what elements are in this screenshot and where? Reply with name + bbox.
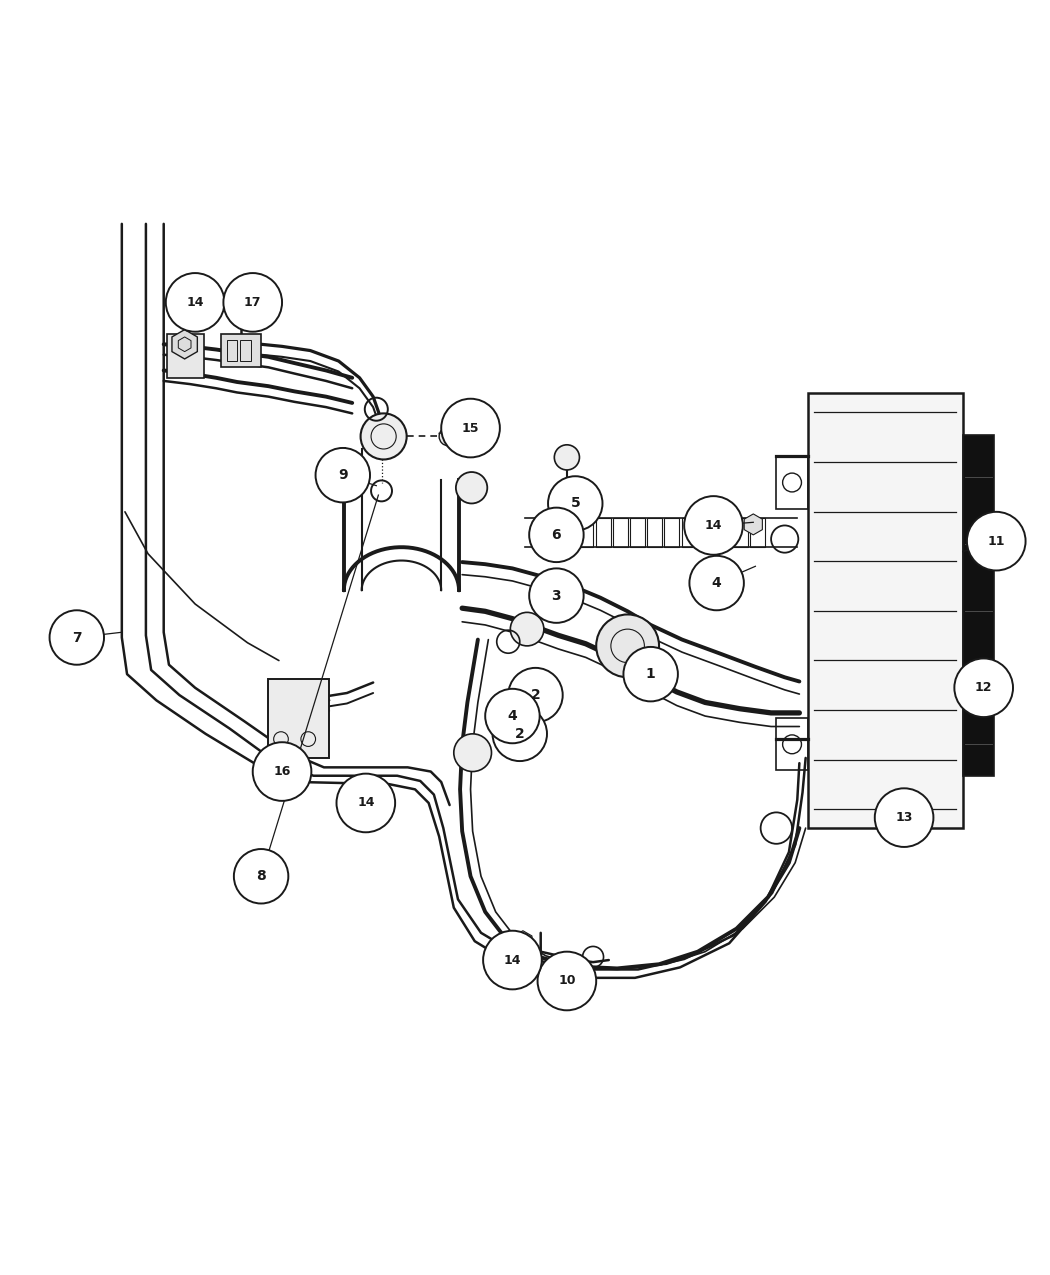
Text: 3: 3 <box>551 589 562 603</box>
Circle shape <box>690 556 743 611</box>
Circle shape <box>441 399 500 458</box>
Circle shape <box>483 931 542 989</box>
Circle shape <box>253 742 312 801</box>
Text: 9: 9 <box>338 468 348 482</box>
Text: 6: 6 <box>551 528 562 542</box>
Text: 5: 5 <box>570 496 581 510</box>
Circle shape <box>49 611 104 664</box>
Text: 1: 1 <box>646 667 655 681</box>
Text: 2: 2 <box>514 727 525 741</box>
Text: 14: 14 <box>186 296 204 309</box>
Bar <box>963 435 994 775</box>
Bar <box>750 518 764 547</box>
Circle shape <box>454 734 491 771</box>
Circle shape <box>875 788 933 847</box>
Bar <box>227 340 237 361</box>
Circle shape <box>316 448 370 502</box>
Circle shape <box>538 951 596 1010</box>
Bar <box>222 334 261 367</box>
Circle shape <box>536 579 573 617</box>
Bar <box>579 518 593 547</box>
Bar <box>716 518 731 547</box>
Text: 12: 12 <box>975 681 992 695</box>
Text: 2: 2 <box>530 688 541 703</box>
Circle shape <box>685 496 742 555</box>
Circle shape <box>954 658 1013 717</box>
Text: 7: 7 <box>72 631 82 644</box>
Bar <box>681 518 696 547</box>
Text: 14: 14 <box>705 519 722 532</box>
Bar <box>807 394 963 827</box>
Bar <box>613 518 628 547</box>
Bar <box>240 340 251 361</box>
Bar <box>596 518 611 547</box>
Circle shape <box>529 507 584 562</box>
Circle shape <box>624 646 678 701</box>
Text: 11: 11 <box>987 534 1005 548</box>
Circle shape <box>492 706 547 761</box>
Bar <box>630 518 645 547</box>
Text: 4: 4 <box>507 709 518 723</box>
Text: 14: 14 <box>504 954 521 966</box>
Bar <box>562 518 576 547</box>
Circle shape <box>536 524 565 553</box>
Text: 15: 15 <box>462 422 479 435</box>
Text: 16: 16 <box>273 765 291 778</box>
Bar <box>167 334 204 377</box>
Circle shape <box>234 849 289 904</box>
Bar <box>776 718 807 770</box>
Circle shape <box>439 427 458 446</box>
Bar <box>776 456 807 509</box>
Circle shape <box>510 612 544 646</box>
Text: 8: 8 <box>256 870 266 884</box>
Circle shape <box>485 688 540 743</box>
Circle shape <box>548 477 603 530</box>
Circle shape <box>529 569 584 623</box>
Circle shape <box>224 273 282 332</box>
Text: 14: 14 <box>357 797 375 810</box>
Bar <box>648 518 662 547</box>
Circle shape <box>596 615 659 677</box>
Circle shape <box>360 413 406 459</box>
Circle shape <box>456 472 487 504</box>
Bar <box>698 518 713 547</box>
Text: 17: 17 <box>244 296 261 309</box>
Circle shape <box>508 668 563 723</box>
Bar <box>665 518 679 547</box>
Text: 10: 10 <box>559 974 575 988</box>
Text: 4: 4 <box>712 576 721 590</box>
Circle shape <box>166 273 225 332</box>
Circle shape <box>554 445 580 470</box>
Bar <box>269 680 329 757</box>
Circle shape <box>336 774 395 833</box>
Text: 13: 13 <box>896 811 912 824</box>
Circle shape <box>967 511 1026 570</box>
Bar <box>733 518 748 547</box>
